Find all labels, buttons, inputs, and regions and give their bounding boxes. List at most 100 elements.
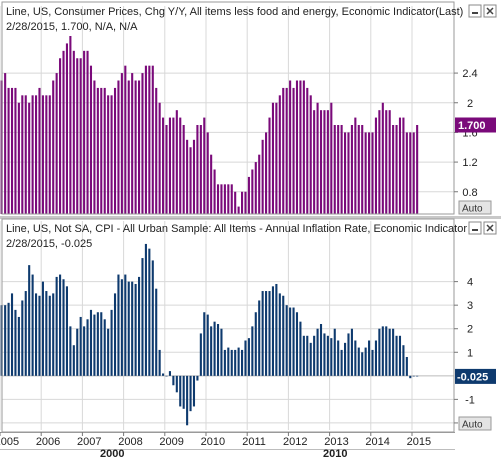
panel-subtitle: 2/28/2015, 1.700, N/A, N/A <box>6 21 138 33</box>
data-bar <box>168 371 171 376</box>
data-bar <box>96 312 99 376</box>
data-bar <box>265 132 268 214</box>
data-bar <box>309 342 312 376</box>
auto-scale-label[interactable]: Auto <box>462 420 483 431</box>
data-bar <box>89 309 93 376</box>
data-bar <box>175 110 178 214</box>
data-bar <box>4 305 7 376</box>
cpi-all-items-panel[interactable]: Line, US, Not SA, CPI - All Urban Sample… <box>0 218 501 433</box>
data-bar <box>113 293 117 376</box>
data-bar <box>357 125 360 214</box>
data-bar <box>48 95 51 214</box>
data-bar <box>285 87 288 214</box>
panel-title: Line, US, Not SA, CPI - All Urban Sample… <box>6 223 467 235</box>
data-bar <box>182 125 185 214</box>
data-bar <box>258 154 261 214</box>
data-bar <box>364 132 367 214</box>
data-bar <box>385 326 388 376</box>
data-bar <box>89 65 93 214</box>
data-bar <box>216 184 220 214</box>
core-cpi-panel[interactable]: Line, US, Consumer Prices, Chg Y/Y, All … <box>0 0 501 216</box>
data-bar <box>41 95 44 214</box>
data-bar <box>138 80 141 214</box>
bar-series-cpi-all-items <box>0 243 419 426</box>
data-bar <box>295 312 299 376</box>
data-bar <box>113 87 117 214</box>
last-value-tag: -0.025 <box>455 368 496 384</box>
data-bar <box>31 274 34 376</box>
auto-scale-button-background[interactable] <box>458 200 492 215</box>
data-bar <box>213 169 216 214</box>
data-bar <box>55 276 58 376</box>
y-tick-label: 3 <box>467 300 473 312</box>
minimize-icon[interactable] <box>468 221 482 235</box>
data-bar <box>333 125 336 214</box>
data-bar <box>230 349 233 376</box>
data-bar <box>189 147 192 214</box>
data-bar <box>45 95 48 214</box>
data-bar <box>402 117 405 214</box>
data-bar <box>368 132 371 214</box>
data-bar <box>131 73 134 214</box>
auto-scale-button-background[interactable] <box>458 416 492 431</box>
close-icon[interactable] <box>483 221 497 235</box>
data-bar <box>268 291 271 376</box>
data-bar <box>186 139 189 214</box>
data-bar <box>162 373 165 376</box>
data-bar <box>392 328 395 376</box>
close-icon[interactable] <box>483 4 497 18</box>
data-bar <box>251 169 254 214</box>
auto-scale-label[interactable]: Auto <box>462 204 483 215</box>
data-bar <box>244 340 247 376</box>
data-bar <box>371 349 374 376</box>
data-bar <box>131 281 134 376</box>
y-axis-ticks: 0.81.21.622.4 <box>454 68 478 199</box>
data-bar <box>220 184 223 214</box>
year-tick-label: 2014 <box>365 436 389 448</box>
data-bar <box>52 80 55 214</box>
auto-scale-button[interactable]: Auto <box>458 416 492 431</box>
data-bar <box>107 95 110 214</box>
data-bar <box>72 345 75 376</box>
data-bar <box>93 80 96 214</box>
data-bar <box>86 50 89 214</box>
data-bar <box>124 65 127 214</box>
data-bar <box>340 349 343 376</box>
data-bar <box>227 347 230 376</box>
data-bar <box>127 80 130 214</box>
data-bar <box>210 326 213 376</box>
data-bar <box>361 125 364 214</box>
data-bar <box>306 87 309 214</box>
data-bar <box>120 73 123 214</box>
data-bar <box>258 300 261 376</box>
last-value-label: -0.025 <box>457 371 488 383</box>
data-bar <box>151 65 154 214</box>
year-tick-label: 2015 <box>407 436 431 448</box>
data-bar <box>151 260 154 376</box>
data-bar <box>148 65 151 214</box>
data-bar <box>398 335 402 376</box>
data-bar <box>220 328 223 376</box>
data-bar <box>7 87 10 214</box>
data-bar <box>319 110 323 214</box>
minimize-icon[interactable] <box>468 4 482 18</box>
auto-scale-button[interactable]: Auto <box>458 200 492 215</box>
data-bar <box>155 87 158 214</box>
time-axis-background <box>0 432 501 458</box>
data-bar <box>127 281 130 376</box>
data-bar <box>333 328 336 376</box>
last-value-tag: 1.700 <box>455 117 496 133</box>
data-bar <box>416 125 419 214</box>
year-tick-label: 2010 <box>201 436 225 448</box>
data-bar <box>14 309 17 376</box>
data-bar <box>316 102 319 214</box>
data-bar <box>271 286 274 376</box>
data-bar <box>83 50 86 214</box>
data-bar <box>265 291 268 376</box>
data-bar <box>35 293 38 376</box>
data-bar <box>344 132 347 214</box>
time-axis[interactable]: 2005 2006 2007 2008 2009 2010 2011 2012 2013 2014… <box>0 432 501 458</box>
panel-divider[interactable] <box>0 216 501 219</box>
data-bar <box>223 349 226 376</box>
